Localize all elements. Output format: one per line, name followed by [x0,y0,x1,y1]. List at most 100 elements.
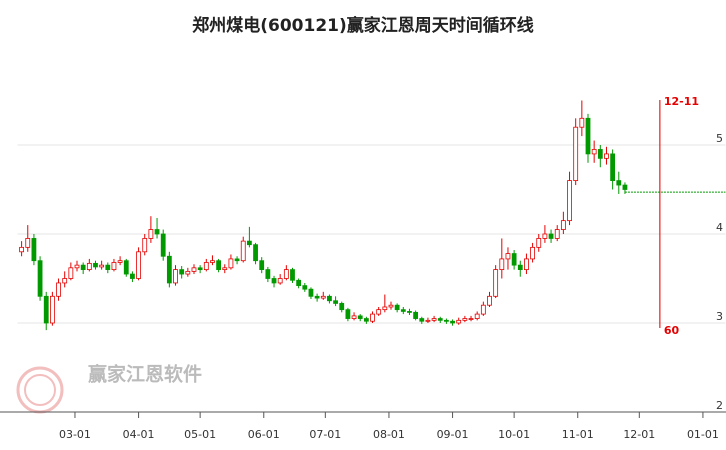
candle-body [339,303,345,311]
candle-body [382,306,388,311]
candle-body [450,320,455,324]
candle-body [333,300,338,304]
candle-body [573,126,579,181]
candle-body [37,260,43,297]
candle-body [456,319,462,324]
candle-body [585,117,591,155]
candle-body [234,258,240,262]
cycle-date: 12-11 [664,95,699,108]
candle-body [117,260,123,263]
y-tick-label: 5 [716,132,723,145]
candle-body [487,295,492,306]
candle-body [363,318,369,322]
y-tick-label: 2 [716,399,723,412]
candle-body [320,295,326,299]
candle-body [99,264,105,268]
candle-body [517,264,523,270]
candle-body [148,229,154,239]
candle-body [277,278,283,284]
candle-body [154,229,160,235]
candle-body [597,149,603,159]
y-tick-label: 4 [716,221,723,234]
candle-body [370,313,375,322]
candle-body [222,267,228,271]
candle-body [308,288,314,297]
candle-body [80,264,86,270]
candle-body [345,309,351,319]
candle-body [271,278,277,284]
candle-body [530,246,535,260]
candle-body [74,264,80,269]
candle-body [511,253,517,266]
candle-body [394,304,400,311]
candle-body [388,304,394,308]
candle-body [542,233,548,239]
candle-body [265,269,271,279]
candle-body [105,264,111,270]
candle-body [86,262,92,270]
candle-body [197,267,203,271]
candle-body [610,153,616,181]
x-tick-label: 10-01 [498,428,530,441]
x-tick-label: 07-01 [309,428,341,441]
candle-body [376,309,382,315]
x-tick-label: 06-01 [248,428,280,441]
candle-body [327,295,332,302]
candle-body [296,279,302,287]
candle-body [68,267,74,279]
candle-body [49,295,55,324]
x-tick-label: 03-01 [59,428,91,441]
candle-body [210,260,215,263]
logo-ring [24,374,56,406]
candle-body [314,295,320,299]
candle-body [246,240,252,246]
candle-body [302,285,308,290]
candle-body [136,251,141,279]
candle-body [259,260,265,271]
candle-body [191,267,197,272]
y-tick-label: 3 [716,310,723,323]
candle-body [62,278,68,284]
candle-body [413,311,419,319]
candle-body [160,233,166,257]
candle-body [499,258,505,271]
watermark: 赢家江恩软件 [88,363,202,386]
candle-body [536,238,542,248]
candle-body [19,246,25,253]
candle-body [203,262,209,271]
candle-body [548,233,554,239]
x-tick-label: 04-01 [123,428,155,441]
watermark-logo [16,366,64,414]
candle-body [560,220,566,230]
candle-body [419,318,425,322]
candle-body [25,238,31,248]
candle-body [166,255,172,284]
x-tick-label: 08-01 [373,428,405,441]
candle-body [253,244,258,262]
candle-body [351,315,357,319]
candle-body [524,258,529,271]
cycle-period: 60 [664,324,680,337]
candle-body [43,295,49,324]
candle-body [216,260,222,271]
candle-body [407,311,412,313]
candle-body [185,270,191,275]
candle-body [179,269,185,275]
candle-body [111,262,117,271]
candle-body [93,262,98,268]
x-tick-label: 11-01 [562,428,594,441]
candle-body [474,313,480,319]
candle-body [173,269,178,284]
candle-body [425,319,431,322]
x-tick-label: 01-01 [687,428,719,441]
candle-body [240,240,246,262]
candle-body [56,282,61,297]
candle-body [604,153,609,159]
x-tick-label: 05-01 [184,428,216,441]
candle-body [31,238,37,262]
candle-body [142,238,148,253]
candle-body [357,315,363,319]
candle-body [480,304,486,315]
